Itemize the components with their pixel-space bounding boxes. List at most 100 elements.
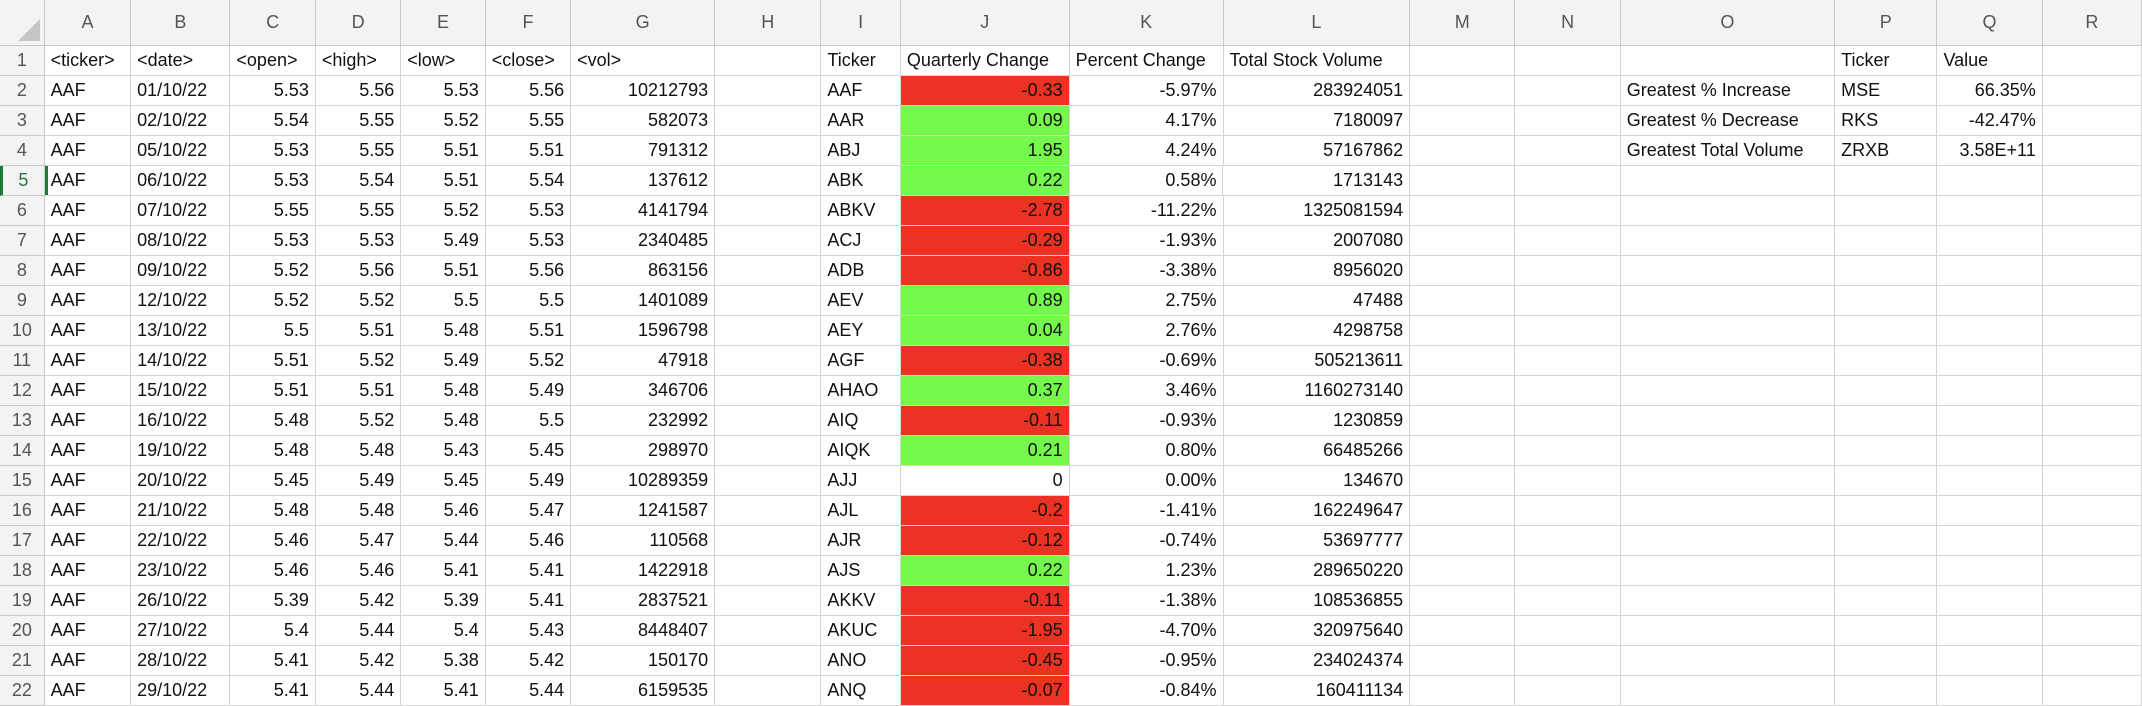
cell-P20[interactable] (1835, 616, 1938, 646)
cell-J16[interactable]: -0.2 (900, 496, 1070, 526)
cell-I8[interactable]: ADB (821, 256, 901, 286)
cell-F18[interactable]: 5.41 (485, 556, 572, 586)
column-header-B[interactable]: B (131, 0, 231, 46)
cell-N2[interactable] (1515, 76, 1621, 106)
cell-I11[interactable]: AGF (821, 346, 901, 376)
row-header[interactable]: 12 (0, 376, 45, 406)
cell-F4[interactable]: 5.51 (485, 136, 572, 166)
cell-N12[interactable] (1515, 376, 1621, 406)
cell-R21[interactable] (2042, 646, 2142, 676)
cell-O7[interactable] (1620, 226, 1836, 256)
cell-F14[interactable]: 5.45 (485, 436, 572, 466)
cell-F6[interactable]: 5.53 (485, 196, 572, 226)
row-header[interactable]: 21 (0, 646, 45, 676)
row-header[interactable]: 17 (0, 526, 45, 556)
cell-N10[interactable] (1515, 316, 1621, 346)
cell-F5[interactable]: 5.54 (485, 166, 572, 196)
cell-G11[interactable]: 47918 (571, 346, 716, 376)
cell-F17[interactable]: 5.46 (485, 526, 572, 556)
cell-E16[interactable]: 5.46 (401, 496, 486, 526)
cell-I22[interactable]: ANQ (821, 676, 901, 706)
cell-M3[interactable] (1410, 106, 1516, 136)
cell-R18[interactable] (2042, 556, 2142, 586)
cell-A8[interactable]: AAF (44, 256, 132, 286)
cell-F11[interactable]: 5.52 (485, 346, 572, 376)
cell-D21[interactable]: 5.42 (315, 646, 402, 676)
cell-J13[interactable]: -0.11 (900, 406, 1070, 436)
cell-L17[interactable]: 53697777 (1223, 526, 1411, 556)
cell-L6[interactable]: 1325081594 (1223, 196, 1411, 226)
cell-R6[interactable] (2042, 196, 2142, 226)
cell-Q6[interactable] (1937, 196, 2043, 226)
cell-O12[interactable] (1620, 376, 1836, 406)
cell-I7[interactable]: ACJ (821, 226, 901, 256)
cell-D11[interactable]: 5.52 (315, 346, 402, 376)
cell-N16[interactable] (1515, 496, 1621, 526)
cell-G12[interactable]: 346706 (571, 376, 716, 406)
cell-F16[interactable]: 5.47 (485, 496, 572, 526)
cell-O9[interactable] (1620, 286, 1836, 316)
cell-D2[interactable]: 5.56 (315, 76, 402, 106)
cell-Q20[interactable] (1937, 616, 2043, 646)
cell-O10[interactable] (1620, 316, 1836, 346)
cell-P19[interactable] (1835, 586, 1938, 616)
cell-C13[interactable]: 5.48 (230, 406, 316, 436)
cell-E20[interactable]: 5.4 (401, 616, 486, 646)
cell-D3[interactable]: 5.55 (315, 106, 402, 136)
column-header-D[interactable]: D (315, 0, 402, 46)
cell-I15[interactable]: AJJ (821, 466, 901, 496)
cell-G17[interactable]: 110568 (571, 526, 716, 556)
cell-G18[interactable]: 1422918 (571, 556, 716, 586)
cell-P17[interactable] (1835, 526, 1938, 556)
cell-P1[interactable]: Ticker (1835, 46, 1938, 76)
cell-L2[interactable]: 283924051 (1223, 76, 1411, 106)
cell-H19[interactable] (715, 586, 822, 616)
cell-B4[interactable]: 05/10/22 (131, 136, 231, 166)
cell-E4[interactable]: 5.51 (401, 136, 486, 166)
cell-D19[interactable]: 5.42 (315, 586, 402, 616)
cell-C21[interactable]: 5.41 (230, 646, 316, 676)
cell-B13[interactable]: 16/10/22 (131, 406, 231, 436)
cell-A6[interactable]: AAF (44, 196, 132, 226)
cell-O1[interactable] (1620, 46, 1836, 76)
cell-M16[interactable] (1410, 496, 1516, 526)
cell-O19[interactable] (1620, 586, 1836, 616)
cell-N22[interactable] (1515, 676, 1621, 706)
cell-C20[interactable]: 5.4 (230, 616, 316, 646)
cell-C7[interactable]: 5.53 (230, 226, 316, 256)
cell-L15[interactable]: 134670 (1223, 466, 1411, 496)
cell-R11[interactable] (2042, 346, 2142, 376)
cell-B19[interactable]: 26/10/22 (131, 586, 231, 616)
cell-L22[interactable]: 160411134 (1223, 676, 1411, 706)
cell-D9[interactable]: 5.52 (315, 286, 402, 316)
cell-N11[interactable] (1515, 346, 1621, 376)
cell-K13[interactable]: -0.93% (1069, 406, 1224, 436)
cell-K12[interactable]: 3.46% (1069, 376, 1224, 406)
cell-C1[interactable]: <open> (230, 46, 316, 76)
cell-J10[interactable]: 0.04 (900, 316, 1070, 346)
cell-N20[interactable] (1515, 616, 1621, 646)
cell-H11[interactable] (715, 346, 822, 376)
cell-I17[interactable]: AJR (821, 526, 901, 556)
cell-K3[interactable]: 4.17% (1069, 106, 1224, 136)
cell-G10[interactable]: 1596798 (571, 316, 716, 346)
cell-E7[interactable]: 5.49 (401, 226, 486, 256)
cell-D4[interactable]: 5.55 (315, 136, 402, 166)
cell-B14[interactable]: 19/10/22 (131, 436, 231, 466)
cell-B21[interactable]: 28/10/22 (131, 646, 231, 676)
column-header-K[interactable]: K (1069, 0, 1224, 46)
cell-N14[interactable] (1515, 436, 1621, 466)
cell-O20[interactable] (1620, 616, 1836, 646)
cell-P3[interactable]: RKS (1835, 106, 1938, 136)
row-header[interactable]: 8 (0, 256, 45, 286)
cell-B8[interactable]: 09/10/22 (131, 256, 231, 286)
cell-A14[interactable]: AAF (44, 436, 132, 466)
cell-N21[interactable] (1515, 646, 1621, 676)
row-header[interactable]: 6 (0, 196, 45, 226)
cell-A16[interactable]: AAF (44, 496, 132, 526)
cell-Q7[interactable] (1937, 226, 2043, 256)
cell-Q15[interactable] (1937, 466, 2043, 496)
cell-B7[interactable]: 08/10/22 (131, 226, 231, 256)
cell-J5[interactable]: 0.22 (900, 166, 1070, 196)
